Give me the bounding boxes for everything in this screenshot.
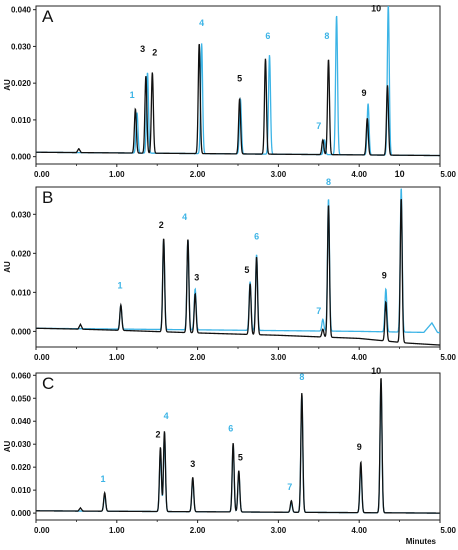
series-line-black <box>36 43 440 157</box>
x-tick-label: 2.00 <box>190 353 206 362</box>
y-tick-label: 0.030 <box>11 440 32 449</box>
y-tick-label: 0.010 <box>11 116 32 125</box>
peak-label: 10 <box>371 366 381 376</box>
y-tick-label: 0.000 <box>11 153 32 162</box>
peak-label: 7 <box>316 306 321 316</box>
plot-frame <box>35 186 441 348</box>
y-tick-label: 0.010 <box>11 486 32 495</box>
peak-label: 5 <box>244 265 249 275</box>
y-tick-label: 0.020 <box>11 249 32 258</box>
y-tick-label: 0.030 <box>11 42 32 51</box>
peak-label: 2 <box>156 429 161 439</box>
x-tick-label: 3.00 <box>271 170 287 179</box>
peak-label: 3 <box>140 44 145 54</box>
peak-label: 1 <box>130 90 135 100</box>
x-tick-label: 1.00 <box>109 353 125 362</box>
peak-label: 9 <box>357 442 362 452</box>
y-tick-label: 0.040 <box>11 417 32 426</box>
y-tick-label: 0.050 <box>11 394 32 403</box>
peak-label: 6 <box>228 424 233 434</box>
peak-label: 5 <box>237 73 242 83</box>
chart-panel-b: B AU 0.000 0.010 0.020 0.030 0.00 1.00 2.00 3.00 4… <box>3 169 457 362</box>
peak-label: 8 <box>324 31 329 41</box>
peak-label: 1 <box>118 280 123 290</box>
y-tick-label: 0.040 <box>11 6 32 15</box>
x-tick-label: 4.00 <box>351 170 367 179</box>
y-tick-label: 0.000 <box>11 327 32 336</box>
peak-label: 4 <box>182 212 187 222</box>
y-tick-label: 0.010 <box>11 288 32 297</box>
peak-label: 3 <box>190 459 195 469</box>
series-line-blue <box>36 188 440 334</box>
peak-label: 6 <box>265 31 270 41</box>
y-tick-label: 0.060 <box>11 371 32 380</box>
y-axis-label: AU <box>3 79 12 91</box>
x-tick-label: 5.00 <box>440 353 456 362</box>
x-tick-label: 2.00 <box>190 526 206 535</box>
peak-label: 10 <box>395 169 405 179</box>
peak-label: 2 <box>159 220 164 230</box>
peak-label: 3 <box>194 273 199 283</box>
peak-label: 4 <box>164 411 169 421</box>
x-tick-label: 2.00 <box>190 170 206 179</box>
x-tick-label: 1.00 <box>109 526 125 535</box>
series-line-black <box>36 378 440 514</box>
peak-label: 7 <box>287 482 292 492</box>
peak-label: 8 <box>299 372 304 382</box>
peak-label: 10 <box>371 4 381 14</box>
y-axis-label: AU <box>3 261 12 273</box>
x-axis-label: Minutes <box>406 537 437 546</box>
y-tick-label: 0.020 <box>11 463 32 472</box>
x-tick-label: 3.00 <box>271 353 287 362</box>
x-tick-label: 0.00 <box>34 170 50 179</box>
peak-label: 8 <box>326 177 331 187</box>
series-line-black <box>36 198 440 346</box>
peak-label: 9 <box>362 88 367 98</box>
peak-label: 4 <box>199 18 204 28</box>
x-tick-label: 5.00 <box>440 170 456 179</box>
y-axis-label: AU <box>3 441 12 453</box>
chart-panel-a: A AU 0.000 0.010 0.020 0.030 0.040 0.00 1.00 2.00… <box>3 4 457 179</box>
x-tick-label: 3.00 <box>271 526 287 535</box>
panel-label: A <box>42 7 54 26</box>
x-tick-label: 4.00 <box>351 353 367 362</box>
peak-label: 6 <box>254 232 259 242</box>
peak-label: 1 <box>101 474 106 484</box>
panel-label: B <box>42 188 53 207</box>
peak-label: 2 <box>152 48 157 58</box>
peak-label: 7 <box>316 121 321 131</box>
x-tick-label: 1.00 <box>109 170 125 179</box>
y-tick-label: 0.030 <box>11 210 32 219</box>
panel-label: C <box>42 374 54 393</box>
x-tick-label: 0.00 <box>34 353 50 362</box>
x-tick-label: 0.00 <box>34 526 50 535</box>
chart-panel-c: C AU 0.000 0.010 0.020 0.030 0.040 0.050 0.060 0.… <box>3 366 457 546</box>
y-tick-label: 0.020 <box>11 79 32 88</box>
peak-label: 9 <box>382 271 387 281</box>
x-tick-label: 5.00 <box>440 526 456 535</box>
y-tick-label: 0.000 <box>11 509 32 518</box>
peak-label: 5 <box>238 452 243 462</box>
x-tick-label: 4.00 <box>351 526 367 535</box>
